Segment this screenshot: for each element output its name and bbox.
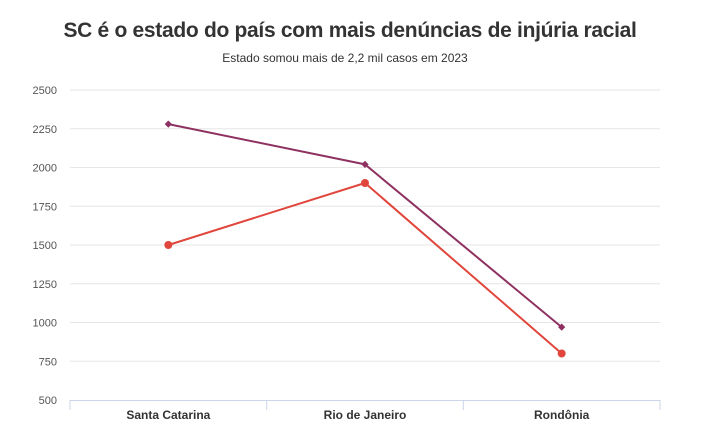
y-tick-label: 1750	[33, 201, 57, 213]
series-group	[164, 120, 566, 358]
data-point-circle	[164, 241, 173, 249]
y-tick-label: 2500	[33, 85, 57, 97]
chart-title: SC é o estado do país com mais denúncias…	[63, 19, 637, 42]
y-tick-label: 2000	[33, 163, 57, 175]
x-tick-label: Rio de Janeiro	[324, 408, 407, 422]
y-tick-label: 1250	[33, 279, 57, 291]
data-point-diamond	[361, 160, 369, 168]
y-tick-label: 2250	[33, 124, 57, 136]
data-point-circle	[557, 349, 566, 358]
x-tick-label: Rondônia	[534, 408, 590, 422]
series-line-2	[168, 182, 563, 355]
y-tick-label: 500	[39, 395, 57, 407]
y-axis-ticks: 500 750 1000 1250 1500 1750 2000 2250 2500	[33, 85, 57, 407]
data-point-diamond	[558, 323, 566, 331]
chart-subtitle: Estado somou mais de 2,2 mil casos em 20…	[222, 51, 468, 65]
x-axis: Santa Catarina Rio de Janeiro Rondônia	[69, 400, 661, 422]
data-point-diamond	[164, 120, 172, 128]
data-point-circle	[361, 179, 369, 187]
y-tick-label: 1500	[33, 240, 57, 252]
y-tick-label: 750	[39, 356, 57, 368]
x-tick-label: Santa Catarina	[126, 408, 210, 422]
grid-lines	[70, 89, 660, 362]
y-tick-label: 1000	[33, 318, 57, 330]
